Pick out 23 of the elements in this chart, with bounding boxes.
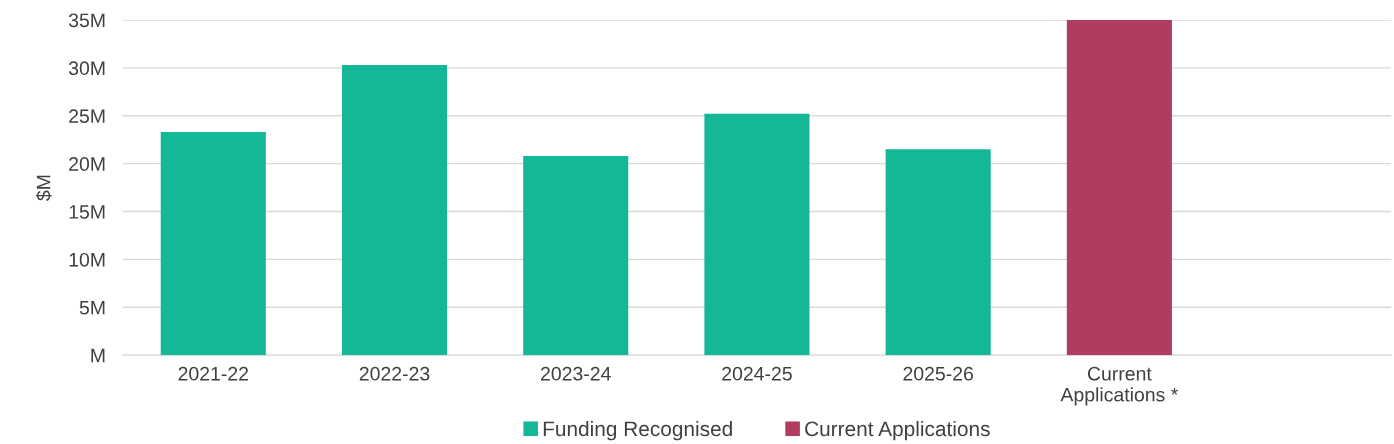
x-tick-label: 2022-23 [359,366,430,381]
y-tick-label: 25M [69,109,105,123]
y-tick-label: 20M [69,157,105,171]
bar [704,113,810,356]
y-tick-label: M [91,348,105,363]
bar [160,132,266,356]
x-tick-label: 2021-22 [178,366,248,381]
y-axis-title: $M [35,175,52,201]
x-tick-label: 2024-25 [722,366,792,381]
y-tick-label: 30M [68,61,105,76]
bar [1066,19,1172,356]
y-tick-label: 15M [69,205,105,219]
x-tick-label: 2025-26 [903,366,973,381]
legend-label: Funding Recognised [543,420,732,441]
x-tick-label: Current Applications * [1060,366,1178,406]
y-tick-label: 35M [68,13,105,28]
bar [341,65,448,356]
y-tick-label: 5M [79,300,105,315]
y-tick-label: 10M [69,252,105,267]
bar [885,149,991,356]
legend-label: Current Applications [805,420,990,441]
bar [523,155,629,356]
x-tick-label: 2023-24 [541,366,611,381]
